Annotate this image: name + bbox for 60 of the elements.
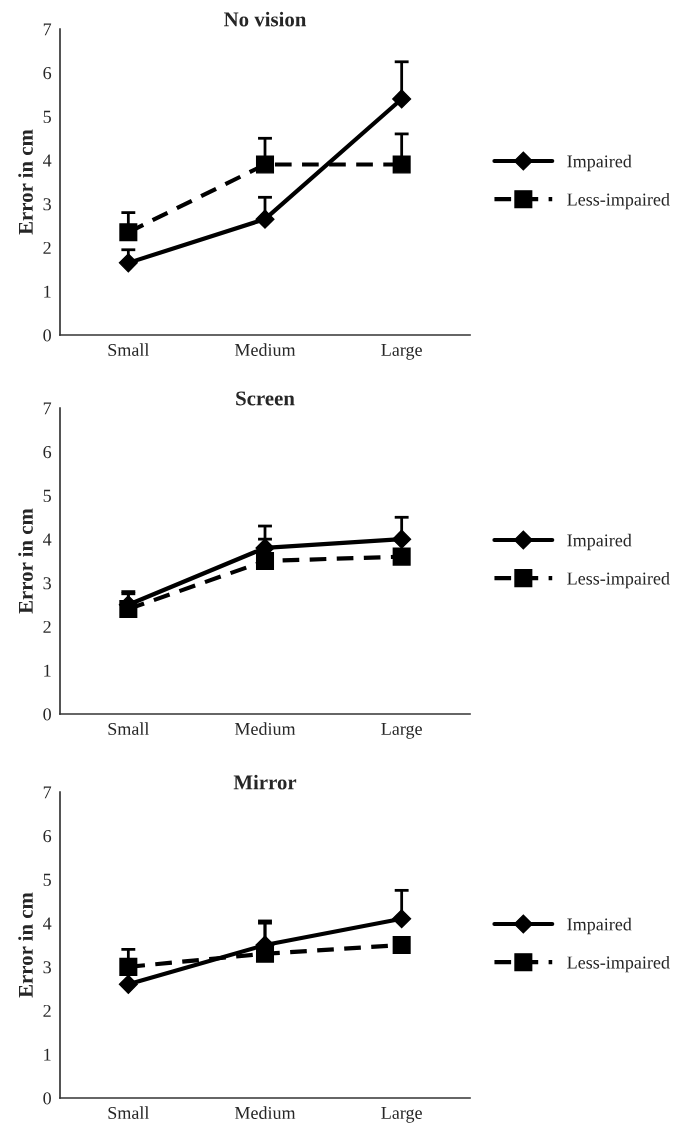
- y-tick-label: 0: [43, 1092, 51, 1105]
- y-axis-title: Error in cm: [18, 892, 33, 998]
- point: [392, 89, 412, 109]
- point: [119, 600, 138, 619]
- legend-label: Less-impaired: [567, 955, 670, 973]
- y-tick-label: 3: [43, 198, 51, 211]
- x-tick-label: Small: [108, 343, 150, 357]
- y-tick-label: 1: [44, 664, 51, 677]
- y-tick-label: 7: [43, 402, 52, 415]
- y-tick-label: 0: [43, 708, 51, 721]
- y-tick-label: 5: [43, 110, 51, 123]
- y-tick-label: 0: [43, 329, 51, 342]
- y-tick-label: 4: [42, 533, 52, 546]
- point: [118, 253, 138, 273]
- point: [392, 909, 412, 929]
- x-tick-label: Large: [381, 1106, 422, 1123]
- point: [392, 529, 412, 549]
- point: [392, 155, 411, 174]
- y-tick-label: 1: [44, 285, 51, 298]
- point: [119, 957, 138, 976]
- point: [255, 551, 275, 571]
- x-tick-label: Medium: [234, 722, 296, 736]
- y-tick-label: 5: [43, 873, 51, 886]
- chart-title: Screen: [236, 391, 295, 406]
- point: [255, 209, 275, 229]
- y-tick-label: 1: [44, 1048, 51, 1061]
- x-tick-label: Large: [381, 722, 422, 739]
- point: [118, 974, 138, 994]
- point: [392, 935, 411, 955]
- y-tick-label: 7: [43, 23, 52, 36]
- y-tick-label: 2: [43, 1004, 51, 1017]
- y-axis-title: Error in cm: [18, 508, 33, 614]
- y-tick-label: 7: [43, 786, 52, 799]
- y-tick-label: 4: [42, 917, 52, 930]
- y-tick-label: 6: [43, 446, 52, 459]
- y-tick-label: 6: [43, 830, 52, 843]
- legend-label: Impaired: [567, 533, 632, 551]
- legend-label: Impaired: [567, 154, 632, 172]
- point: [255, 155, 275, 174]
- y-tick-label: 3: [43, 961, 51, 974]
- y-tick-label: 5: [43, 489, 51, 502]
- y-tick-label: 2: [43, 241, 51, 254]
- x-tick-label: Large: [381, 343, 422, 360]
- legend-label: Less-impaired: [567, 192, 670, 210]
- chart-title: No vision: [224, 11, 307, 27]
- y-tick-label: 2: [43, 620, 51, 633]
- point: [255, 944, 275, 963]
- legend-label: Impaired: [567, 917, 632, 935]
- legend-label: Less-impaired: [567, 571, 670, 589]
- y-tick-label: 4: [42, 154, 52, 167]
- x-tick-label: Medium: [234, 343, 296, 357]
- point: [392, 547, 411, 566]
- y-tick-label: 3: [43, 577, 51, 590]
- x-tick-label: Small: [108, 722, 150, 736]
- x-tick-label: Small: [108, 1106, 150, 1120]
- y-tick-label: 6: [43, 67, 52, 80]
- chart-title: Mirror: [233, 774, 297, 790]
- x-tick-label: Medium: [234, 1106, 296, 1120]
- y-axis-title: Error in cm: [18, 129, 33, 235]
- point: [119, 223, 138, 242]
